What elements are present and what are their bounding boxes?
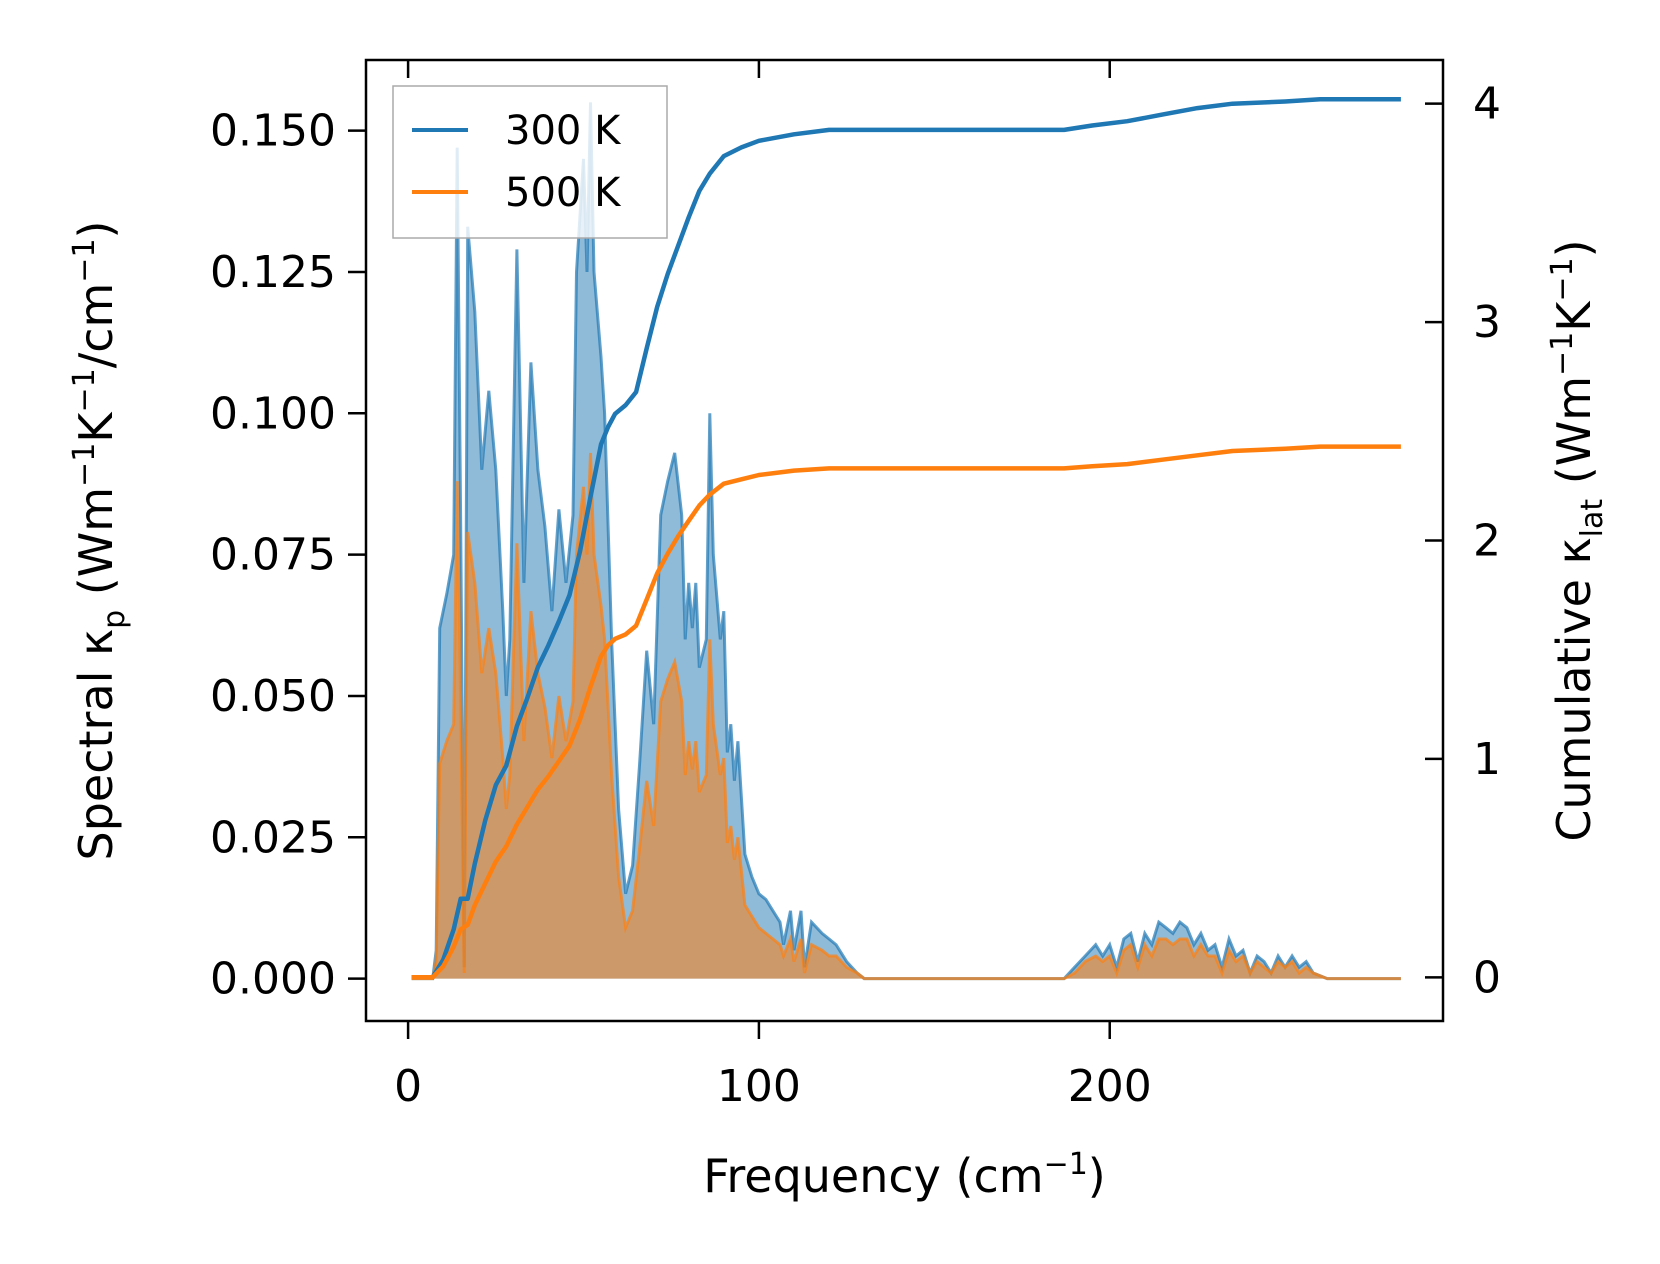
y-right-axis-title: Cumulative κlat (Wm−1K−1) bbox=[1545, 239, 1610, 841]
x-tick-label: 0 bbox=[394, 1061, 422, 1112]
y-left-tick-label: 0.075 bbox=[210, 530, 336, 581]
cumulative-line-500k bbox=[411, 444, 1401, 980]
y-right-tick-label: 2 bbox=[1473, 516, 1501, 567]
cumulative-lines bbox=[411, 97, 1401, 980]
x-tick-label: 200 bbox=[1068, 1061, 1152, 1112]
spectral-edge-300k bbox=[411, 102, 1401, 981]
y-right-tick-label: 1 bbox=[1473, 734, 1501, 785]
legend-box bbox=[392, 85, 668, 239]
y-right-tick-label: 4 bbox=[1473, 79, 1501, 130]
spectral-fills bbox=[411, 102, 1401, 981]
y-left-tick-label: 0.150 bbox=[210, 106, 336, 157]
spectral-edge-500k bbox=[411, 452, 1401, 981]
legend-label-500k: 500 K bbox=[505, 170, 622, 216]
spectral-fill-500k bbox=[411, 452, 1401, 979]
legend-label-300k: 300 K bbox=[505, 108, 622, 154]
axis-ticks: 0 100 200 0.000 0.025 0.050 0.075 0.100 0.125 0.1… bbox=[210, 60, 1501, 1112]
y-left-tick-label: 0.000 bbox=[210, 954, 336, 1005]
y-left-tick-label: 0.050 bbox=[210, 671, 336, 722]
y-right-tick-label: 3 bbox=[1473, 297, 1501, 348]
x-axis-title: Frequency (cm−1) bbox=[703, 1147, 1106, 1203]
x-tick-label: 100 bbox=[717, 1061, 801, 1112]
cumulative-line-300k bbox=[411, 97, 1401, 980]
y-right-tick-label: 0 bbox=[1473, 952, 1501, 1003]
legend: 300 K 500 K bbox=[392, 85, 668, 239]
y-left-axis-title: Spectral κp (Wm−1K−1/cm−1) bbox=[67, 221, 132, 861]
y-left-tick-label: 0.125 bbox=[210, 247, 336, 298]
y-left-tick-label: 0.025 bbox=[210, 812, 336, 863]
y-left-tick-label: 0.100 bbox=[210, 388, 336, 439]
